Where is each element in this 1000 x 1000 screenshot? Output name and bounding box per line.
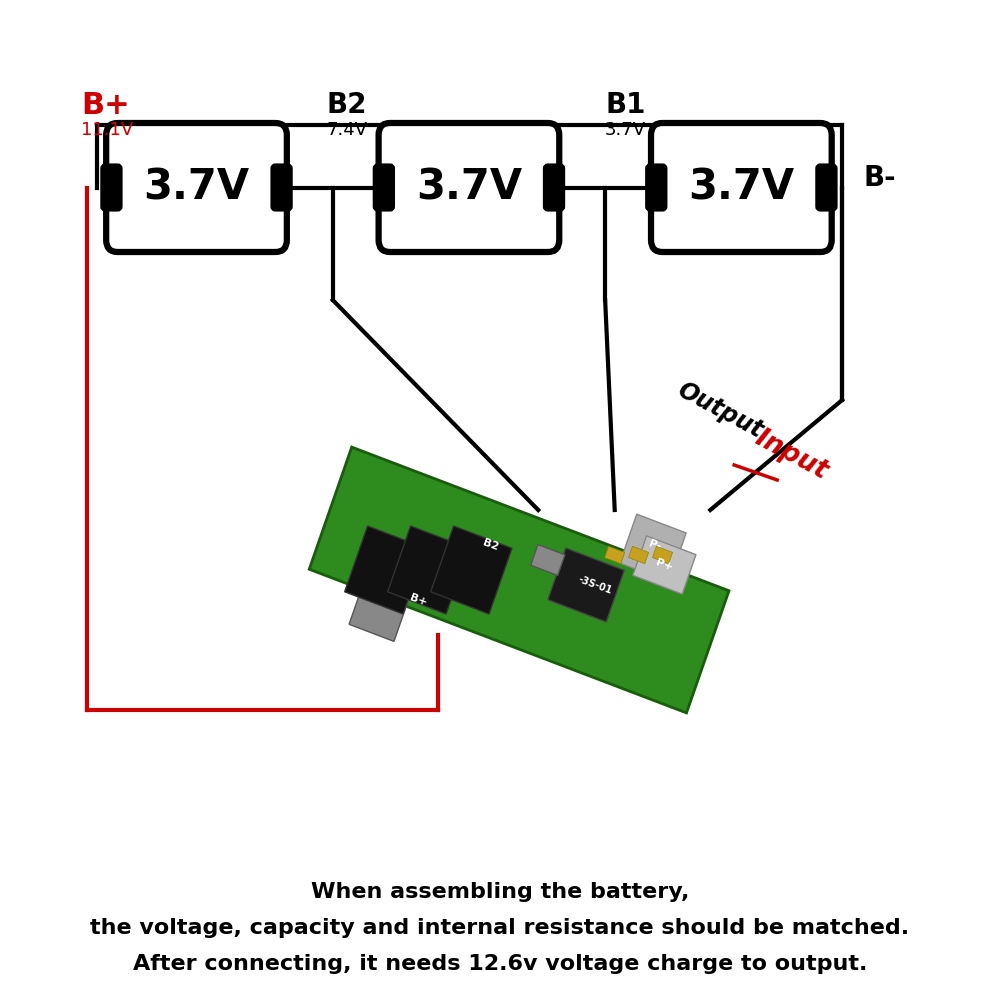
Text: 7.4V: 7.4V: [326, 121, 367, 139]
FancyBboxPatch shape: [651, 123, 832, 252]
FancyBboxPatch shape: [817, 165, 836, 210]
Text: 3.7V: 3.7V: [688, 166, 794, 209]
Text: B+: B+: [81, 91, 130, 119]
Text: 3.7V: 3.7V: [143, 166, 250, 209]
Text: B-: B-: [863, 164, 896, 192]
Text: 3.7V: 3.7V: [605, 121, 646, 139]
Text: When assembling the battery,: When assembling the battery,: [311, 882, 689, 902]
FancyBboxPatch shape: [379, 123, 559, 252]
Polygon shape: [605, 546, 625, 564]
Text: P-: P-: [647, 538, 662, 552]
FancyBboxPatch shape: [102, 165, 121, 210]
Polygon shape: [345, 526, 426, 614]
FancyBboxPatch shape: [545, 165, 563, 210]
Text: B2: B2: [326, 91, 367, 119]
FancyBboxPatch shape: [375, 165, 393, 210]
Polygon shape: [548, 548, 624, 622]
Polygon shape: [431, 526, 512, 614]
FancyBboxPatch shape: [106, 123, 287, 252]
Text: Input: Input: [751, 425, 832, 485]
Text: B+: B+: [409, 592, 429, 608]
Polygon shape: [629, 546, 649, 564]
Text: B2: B2: [481, 538, 500, 552]
FancyBboxPatch shape: [647, 165, 665, 210]
Polygon shape: [652, 546, 673, 564]
Text: P+: P+: [655, 557, 674, 573]
Text: -3S-01: -3S-01: [577, 574, 614, 596]
Polygon shape: [309, 447, 729, 713]
Text: 11.1V: 11.1V: [81, 121, 134, 139]
Text: Output: Output: [673, 378, 767, 442]
Text: the voltage, capacity and internal resistance should be matched.: the voltage, capacity and internal resis…: [90, 918, 910, 938]
Polygon shape: [349, 573, 412, 641]
Polygon shape: [620, 514, 686, 582]
Text: After connecting, it needs 12.6v voltage charge to output.: After connecting, it needs 12.6v voltage…: [133, 954, 867, 974]
Polygon shape: [531, 545, 565, 575]
Text: B1: B1: [605, 91, 646, 119]
Polygon shape: [388, 526, 469, 614]
FancyBboxPatch shape: [273, 165, 291, 210]
Polygon shape: [633, 536, 696, 594]
Text: 3.7V: 3.7V: [416, 166, 522, 209]
